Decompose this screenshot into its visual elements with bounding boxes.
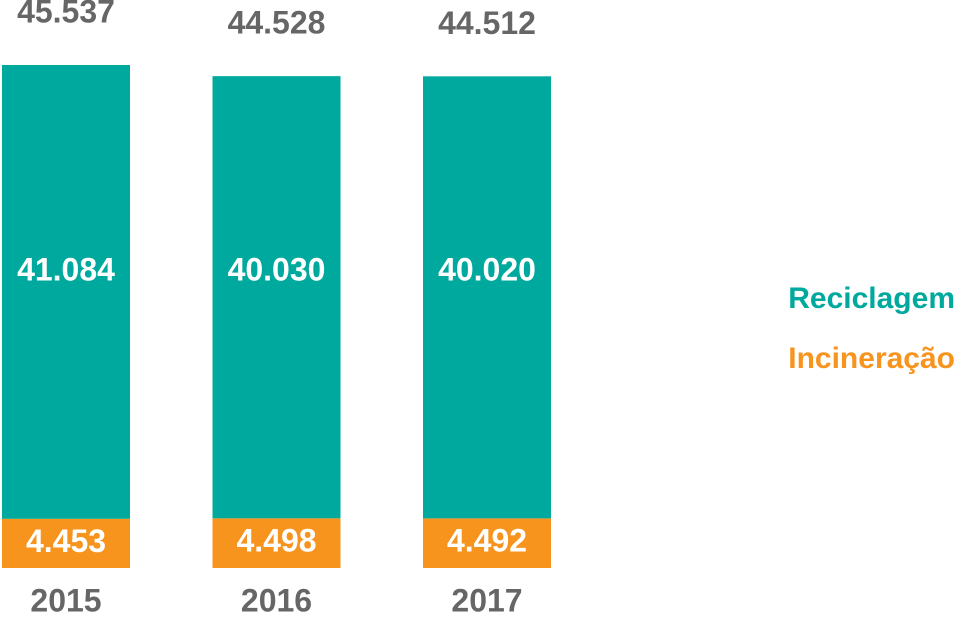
x-tick-label: 2016 [241,582,312,618]
x-tick-label: 2017 [451,582,522,618]
x-tick-label: 2015 [30,582,101,618]
value-label: 4.498 [236,523,316,559]
total-label: 44.528 [228,5,326,41]
bar-segment [423,518,551,568]
bar-segment [212,76,341,519]
total-label: 45.537 [17,0,115,29]
value-label: 41.084 [17,251,115,287]
value-label: 40.020 [438,251,536,287]
legend-entry: Incineração [788,342,955,375]
legend-entry: Reciclagem [788,282,955,315]
value-label: 4.492 [447,523,527,559]
value-label: 40.030 [228,251,326,287]
bar-segment [423,76,551,519]
value-label: 4.453 [26,523,106,559]
bar-segment [2,518,130,568]
bar-segment [212,518,341,568]
bar-segment [2,65,130,519]
total-label: 44.512 [438,5,536,41]
